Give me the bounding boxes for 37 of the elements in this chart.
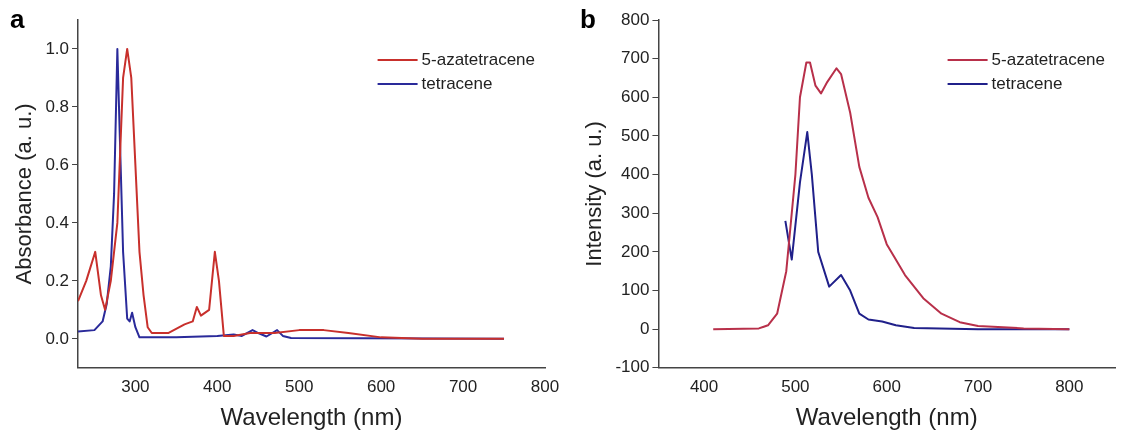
- legend-label: 5-azatetracene: [991, 49, 1105, 69]
- y-tick-label: 0.0: [45, 328, 70, 348]
- x-tick-label: 700: [963, 376, 993, 396]
- y-tick-label: 1.0: [45, 38, 70, 58]
- y-tick-label: 300: [621, 202, 650, 222]
- x-tick-label: 800: [530, 376, 560, 396]
- y-tick-label: 700: [621, 48, 650, 68]
- chart-title: a: [10, 4, 25, 35]
- x-tick-label: 400: [203, 376, 232, 396]
- x-tick-label: 500: [781, 376, 810, 396]
- legend-label: tetracene: [421, 73, 493, 93]
- x-tick-label: 400: [689, 376, 719, 396]
- y-tick-label: 0.6: [45, 154, 70, 174]
- x-axis-title: Wavelength (nm): [220, 403, 403, 431]
- x-tick-label: 300: [121, 376, 150, 396]
- x-axis-title: Wavelength (nm): [795, 403, 978, 431]
- x-tick-label: 700: [448, 376, 478, 396]
- y-tick-label: 800: [621, 9, 650, 29]
- y-tick-label: 0.4: [45, 212, 70, 232]
- y-tick-label: 500: [621, 125, 650, 145]
- y-tick-label: 400: [621, 164, 650, 184]
- chart-title: b: [580, 4, 596, 35]
- y-tick-label: 0: [639, 318, 650, 338]
- y-axis-title: Intensity (a. u.): [581, 121, 607, 267]
- y-tick-label: 0.8: [45, 96, 70, 116]
- y-tick-label: 0.2: [45, 270, 70, 290]
- y-tick-label: 100: [621, 280, 650, 300]
- x-tick-label: 600: [872, 376, 901, 396]
- legend-label: 5-azatetracene: [421, 49, 535, 69]
- y-tick-label: 600: [621, 86, 650, 106]
- y-tick-label: 200: [621, 241, 650, 261]
- legend-label: tetracene: [991, 73, 1063, 93]
- x-tick-label: 500: [285, 376, 314, 396]
- y-axis-title: Absorbance (a. u.): [11, 103, 37, 285]
- y-tick-label: -100: [615, 357, 650, 377]
- x-tick-label: 800: [1055, 376, 1084, 396]
- x-tick-label: 600: [366, 376, 396, 396]
